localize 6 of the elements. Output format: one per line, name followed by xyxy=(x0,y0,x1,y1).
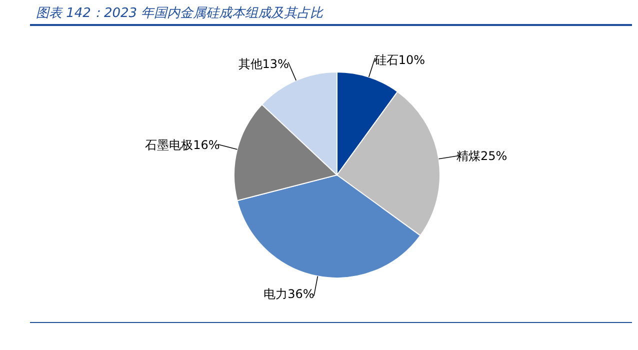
slice-label: 电力36% xyxy=(264,286,314,301)
chart-title: 图表 142：2023 年国内金属硅成本组成及其占比 xyxy=(36,5,324,22)
slice-label: 精煤25% xyxy=(456,149,508,164)
slice-label: 其他13% xyxy=(238,56,289,71)
slice-label: 硅石10% xyxy=(373,52,426,67)
slice-label: 石墨电极16% xyxy=(145,138,220,152)
